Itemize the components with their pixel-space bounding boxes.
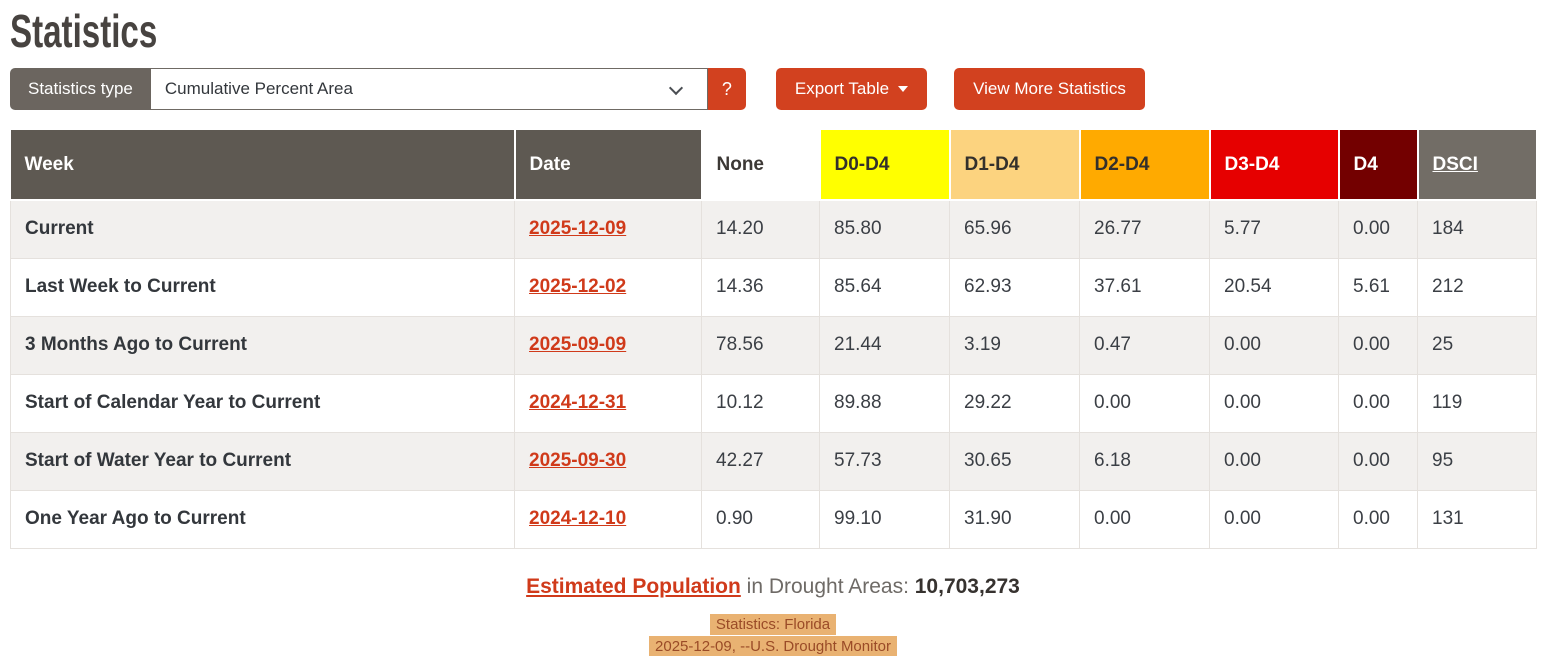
caption-line-1: Statistics: Florida xyxy=(709,613,837,635)
statistics-type-select[interactable]: Cumulative Percent Area xyxy=(150,68,708,110)
column-header-d1-d4: D1-D4 xyxy=(949,130,1081,201)
column-header-date: Date xyxy=(514,130,703,201)
d1-d4-cell: 30.65 xyxy=(949,431,1080,491)
date-link[interactable]: 2025-12-02 xyxy=(529,276,627,297)
caret-down-icon xyxy=(898,86,909,92)
none-cell: 14.20 xyxy=(701,199,820,259)
d4-cell: 5.61 xyxy=(1338,257,1418,317)
week-cell: One Year Ago to Current xyxy=(10,489,515,549)
d3-d4-cell: 0.00 xyxy=(1209,489,1339,549)
d0-d4-cell: 85.64 xyxy=(819,257,950,317)
dsci-cell: 131 xyxy=(1417,489,1537,549)
date-cell: 2025-12-02 xyxy=(514,257,702,317)
none-cell: 14.36 xyxy=(701,257,820,317)
dsci-cell: 184 xyxy=(1417,199,1537,259)
d2-d4-cell: 0.00 xyxy=(1079,489,1210,549)
d2-d4-cell: 26.77 xyxy=(1079,199,1210,259)
d0-d4-cell: 99.10 xyxy=(819,489,950,549)
column-header-dsci: DSCI xyxy=(1417,130,1538,201)
export-table-label: Export Table xyxy=(794,79,890,98)
d2-d4-cell: 0.47 xyxy=(1079,315,1210,375)
column-header-d0-d4: D0-D4 xyxy=(819,130,951,201)
statistics-type-group: Statistics type Cumulative Percent Area … xyxy=(10,68,746,110)
view-more-statistics-label: View More Statistics xyxy=(973,79,1126,98)
d3-d4-cell: 20.54 xyxy=(1209,257,1339,317)
date-link[interactable]: 2025-09-09 xyxy=(529,334,627,355)
column-header-week: Week xyxy=(10,130,516,201)
export-table-button[interactable]: Export Table xyxy=(775,68,928,110)
column-header-none: None xyxy=(701,130,821,201)
column-header-d4: D4 xyxy=(1338,130,1419,201)
d0-d4-cell: 85.80 xyxy=(819,199,950,259)
help-button[interactable]: ? xyxy=(707,68,746,110)
date-cell: 2025-09-30 xyxy=(514,431,702,491)
estimated-population-link[interactable]: Estimated Population xyxy=(526,574,741,598)
date-cell: 2025-09-09 xyxy=(514,315,702,375)
statistics-caption: Statistics: Florida 2025-12-09, --U.S. D… xyxy=(10,613,1536,656)
page-title: Statistics xyxy=(10,5,158,57)
statistics-table: Week Date None D0-D4 D1-D4 D2-D4 D3-D4 D… xyxy=(10,130,1538,549)
d1-d4-cell: 65.96 xyxy=(949,199,1080,259)
none-cell: 42.27 xyxy=(701,431,820,491)
week-cell: Start of Calendar Year to Current xyxy=(10,373,515,433)
dsci-cell: 212 xyxy=(1417,257,1537,317)
week-cell: 3 Months Ago to Current xyxy=(10,315,515,375)
table-header-row: Week Date None D0-D4 D1-D4 D2-D4 D3-D4 D… xyxy=(10,130,1538,201)
d2-d4-cell: 37.61 xyxy=(1079,257,1210,317)
d4-cell: 0.00 xyxy=(1338,373,1418,433)
none-cell: 78.56 xyxy=(701,315,820,375)
d3-d4-cell: 5.77 xyxy=(1209,199,1339,259)
view-more-statistics-button[interactable]: View More Statistics xyxy=(954,68,1145,110)
d0-d4-cell: 57.73 xyxy=(819,431,950,491)
dsci-cell: 119 xyxy=(1417,373,1537,433)
statistics-type-label: Statistics type xyxy=(10,68,151,110)
date-cell: 2024-12-31 xyxy=(514,373,702,433)
date-link[interactable]: 2024-12-10 xyxy=(529,508,627,529)
week-cell: Last Week to Current xyxy=(10,257,515,317)
column-header-d3-d4: D3-D4 xyxy=(1209,130,1340,201)
d3-d4-cell: 0.00 xyxy=(1209,373,1339,433)
d4-cell: 0.00 xyxy=(1338,199,1418,259)
table-row: Last Week to Current 2025-12-02 14.36 85… xyxy=(10,257,1537,317)
statistics-toolbar: Statistics type Cumulative Percent Area … xyxy=(10,68,1548,110)
table-row: 3 Months Ago to Current 2025-09-09 78.56… xyxy=(10,315,1537,375)
d0-d4-cell: 21.44 xyxy=(819,315,950,375)
table-row: Start of Calendar Year to Current 2024-1… xyxy=(10,373,1537,433)
d2-d4-cell: 0.00 xyxy=(1079,373,1210,433)
date-cell: 2024-12-10 xyxy=(514,489,702,549)
d1-d4-cell: 3.19 xyxy=(949,315,1080,375)
column-header-d2-d4: D2-D4 xyxy=(1079,130,1211,201)
population-value: 10,703,273 xyxy=(914,574,1020,598)
d4-cell: 0.00 xyxy=(1338,489,1418,549)
date-cell: 2025-12-09 xyxy=(514,199,702,259)
d1-d4-cell: 62.93 xyxy=(949,257,1080,317)
date-link[interactable]: 2025-12-09 xyxy=(529,218,627,240)
d2-d4-cell: 6.18 xyxy=(1079,431,1210,491)
d4-cell: 0.00 xyxy=(1338,315,1418,375)
table-row: One Year Ago to Current 2024-12-10 0.90 … xyxy=(10,489,1537,549)
none-cell: 0.90 xyxy=(701,489,820,549)
population-mid-text: in Drought Areas: xyxy=(740,574,915,598)
table-row: Start of Water Year to Current 2025-09-3… xyxy=(10,431,1537,491)
d1-d4-cell: 29.22 xyxy=(949,373,1080,433)
table-row: Current 2025-12-09 14.20 85.80 65.96 26.… xyxy=(10,199,1537,259)
dsci-cell: 95 xyxy=(1417,431,1537,491)
statistics-type-selected-value: Cumulative Percent Area xyxy=(164,79,353,98)
dsci-link[interactable]: DSCI xyxy=(1432,153,1478,175)
d1-d4-cell: 31.90 xyxy=(949,489,1080,549)
date-link[interactable]: 2024-12-31 xyxy=(529,392,627,413)
d0-d4-cell: 89.88 xyxy=(819,373,950,433)
estimated-population-line: Estimated Population in Drought Areas: 1… xyxy=(10,575,1536,599)
week-cell: Current xyxy=(10,199,515,259)
dsci-cell: 25 xyxy=(1417,315,1537,375)
caption-line-2: 2025-12-09, --U.S. Drought Monitor xyxy=(649,635,897,656)
d4-cell: 0.00 xyxy=(1338,431,1418,491)
d3-d4-cell: 0.00 xyxy=(1209,431,1339,491)
chevron-down-icon xyxy=(668,80,683,96)
week-cell: Start of Water Year to Current xyxy=(10,431,515,491)
date-link[interactable]: 2025-09-30 xyxy=(529,450,627,471)
d3-d4-cell: 0.00 xyxy=(1209,315,1339,375)
none-cell: 10.12 xyxy=(701,373,820,433)
